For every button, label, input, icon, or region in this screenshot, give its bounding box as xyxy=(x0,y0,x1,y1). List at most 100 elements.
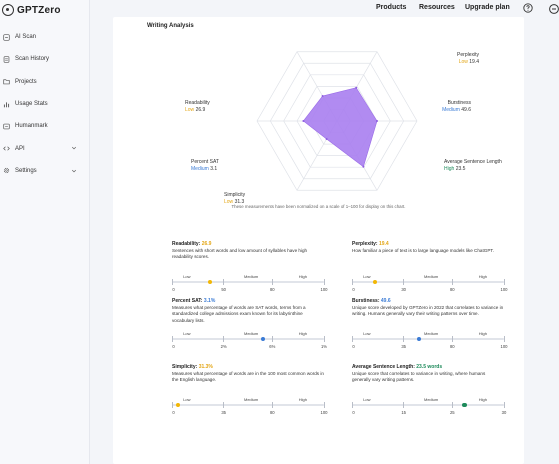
sidebar-item-projects[interactable]: Projects xyxy=(0,71,90,93)
scale-tick xyxy=(223,402,225,408)
scale-track xyxy=(352,338,504,340)
metric-title: Perplexity: 19.4 xyxy=(352,241,504,248)
sidebar: GPTZero AI Scan Scan History Projects Us… xyxy=(0,0,90,464)
radar-label-simplicity: Simplicity Low 31.3 xyxy=(224,192,245,205)
scale-level-labels: Low Medium High xyxy=(352,397,504,403)
scale-word-high: High xyxy=(478,397,487,402)
scale-tick xyxy=(223,336,225,342)
scale-word-medium: Medium xyxy=(424,274,439,279)
scale-word-low: Low xyxy=(363,331,371,336)
sidebar-item-scan-history[interactable]: Scan History xyxy=(0,48,90,70)
radar-label-name: Readability xyxy=(185,100,210,106)
chart-icon xyxy=(3,101,10,108)
scale-track xyxy=(352,281,504,283)
scale-word-low: Low xyxy=(183,331,191,336)
metric-title: Readability: 26.9 xyxy=(172,241,324,248)
radar-label-value: 26.9 xyxy=(195,106,206,113)
folder-icon xyxy=(3,78,10,85)
metric-description: Measures what percentage of words are in… xyxy=(172,371,324,383)
scale-numbers: 0 2% 6% 1% xyxy=(172,344,328,350)
sidebar-item-label: AI Scan xyxy=(15,34,37,41)
scale-level-labels: Low Medium High xyxy=(172,274,324,280)
section-title: Writing Analysis xyxy=(147,23,194,29)
writing-analysis-panel: Writing Analysis Perplexity Low 19.4 Bur… xyxy=(113,17,524,464)
scale-number: 35 xyxy=(401,344,407,349)
radar-data-point xyxy=(355,86,358,89)
sidebar-item-label: Scan History xyxy=(15,56,50,63)
scale-number: 1% xyxy=(320,344,328,349)
metric-value: 26.9 xyxy=(201,241,212,247)
metric-name: Burstiness: xyxy=(352,298,380,304)
scale-number: 80 xyxy=(449,344,455,349)
metric-value: 31.3% xyxy=(198,364,213,370)
metric-scale: Low Medium High 0 35 80 100 xyxy=(171,397,328,419)
scale-marker xyxy=(175,402,181,408)
radar-label-level: Low xyxy=(458,58,468,65)
scale-tick xyxy=(403,279,405,285)
metric-description: Unique score that correlates to variance… xyxy=(352,371,486,383)
scale-number: 100 xyxy=(320,410,328,415)
scale-number: 15 xyxy=(401,410,407,415)
scale-tick xyxy=(323,402,325,408)
help-icon[interactable] xyxy=(523,3,533,13)
scale-number: 100 xyxy=(320,287,328,292)
scale-tick xyxy=(503,336,505,342)
radar-label-average-sentence-length: Average Sentence Length High 23.5 xyxy=(444,159,502,172)
scale-tick xyxy=(351,336,353,342)
metric-title: Burstiness: 49.6 xyxy=(352,298,504,305)
scale-marker xyxy=(260,336,266,342)
metric-value: 49.6 xyxy=(380,298,391,304)
radar-label-value: 31.3 xyxy=(234,198,245,205)
metric-title: Average Sentence Length: 23.5 words xyxy=(352,364,504,371)
radar-data-shape xyxy=(302,87,378,168)
profile-icon[interactable] xyxy=(549,4,559,14)
scale-number: 100 xyxy=(500,344,508,349)
radar-chart-svg xyxy=(256,51,418,191)
metric-value: 3.1% xyxy=(203,298,216,304)
scale-word-medium: Medium xyxy=(424,331,439,336)
scale-word-high: High xyxy=(478,274,487,279)
humanmark-icon xyxy=(3,123,10,130)
sidebar-item-api[interactable]: API xyxy=(0,137,90,159)
radar-label-name: Percent SAT xyxy=(191,159,219,165)
scale-track xyxy=(172,404,324,406)
scale-word-low: Low xyxy=(363,274,371,279)
scale-track xyxy=(172,281,324,283)
scale-tick xyxy=(271,279,273,285)
resources-link[interactable]: Resources xyxy=(419,4,455,11)
metric-readability: Readability: 26.9 Sentences with short wo… xyxy=(171,241,328,296)
radar-label-level: High xyxy=(444,165,455,172)
scale-marker xyxy=(462,402,467,408)
products-link[interactable]: Products xyxy=(376,4,407,11)
scale-word-medium: Medium xyxy=(244,397,259,402)
scale-level-labels: Low Medium High xyxy=(172,397,324,403)
metric-scale: Low Medium High 0 30 80 100 xyxy=(351,274,508,296)
radar-label-value: 19.4 xyxy=(469,58,479,65)
radar-label-value: 3.1 xyxy=(210,165,218,172)
scale-numbers: 0 15 25 30 xyxy=(352,410,506,416)
radar-label-name: Simplicity xyxy=(224,192,246,198)
scan-icon xyxy=(3,33,10,41)
chevron-down-icon[interactable] xyxy=(71,168,77,174)
sidebar-item-ai-scan[interactable]: AI Scan xyxy=(0,26,90,48)
sidebar-item-usage-stats[interactable]: Usage Stats xyxy=(0,93,90,115)
radar-label-level: Medium xyxy=(442,106,460,113)
radar-label-level: Low xyxy=(224,198,234,205)
upgrade-plan-link[interactable]: Upgrade plan xyxy=(465,4,510,11)
scale-number: 0 xyxy=(352,410,355,415)
metric-average-sentence-length: Average Sentence Length: 23.5 words Uniqu… xyxy=(351,364,506,419)
scale-tick xyxy=(403,336,405,342)
radar-label-burstiness: Burstiness Medium 49.6 xyxy=(399,100,471,113)
sidebar-item-humanmark[interactable]: Humanmark xyxy=(0,115,90,137)
sidebar-item-settings[interactable]: Settings xyxy=(0,160,90,182)
radar-label-level: Medium xyxy=(191,165,209,172)
scale-tick xyxy=(271,336,273,342)
scale-tick xyxy=(451,279,453,285)
chevron-down-icon[interactable] xyxy=(71,145,77,151)
scale-tick xyxy=(271,402,273,408)
scale-number: 80 xyxy=(269,287,275,292)
sidebar-item-label: Usage Stats xyxy=(15,101,48,108)
metric-description: Measures what percentage of words are SA… xyxy=(172,305,306,323)
metric-name: Readability: xyxy=(172,241,201,247)
logo[interactable]: GPTZero xyxy=(2,3,61,17)
